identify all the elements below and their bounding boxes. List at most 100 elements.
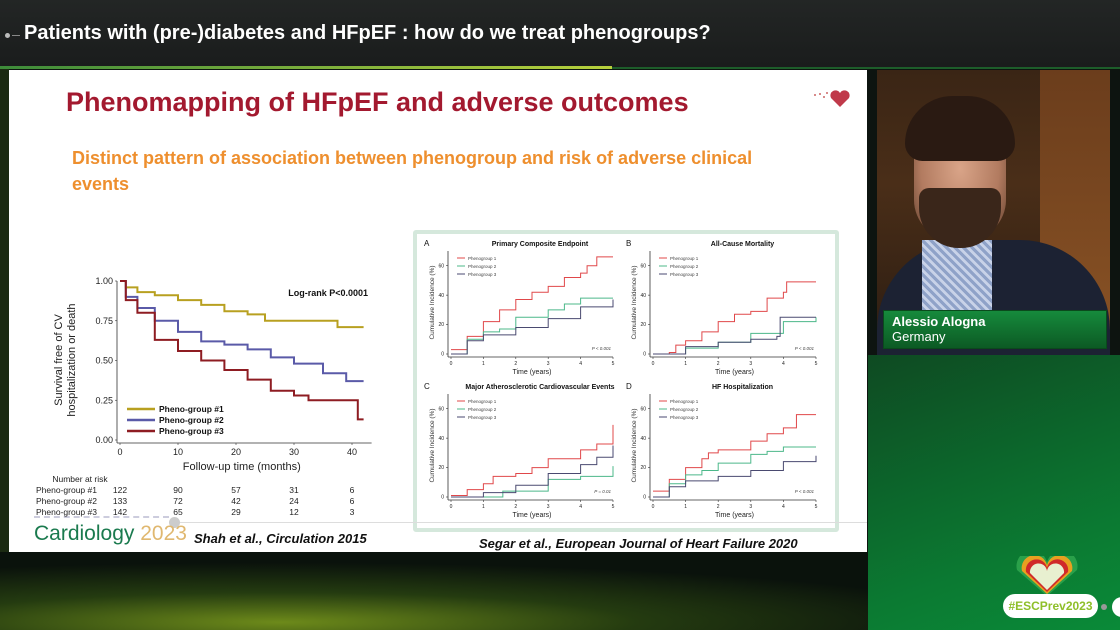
- series-line-1: [120, 280, 364, 329]
- series-line-1: [451, 256, 613, 351]
- legend-label: Pheno-group #3: [159, 426, 224, 436]
- x-axis-label: Time (years): [512, 369, 551, 376]
- y-tick-label: 20: [438, 322, 444, 328]
- x-tick-label: 0: [652, 504, 655, 510]
- legend-label: Phenogroup 3: [670, 415, 699, 420]
- risk-row-label: Pheno-group #1: [36, 485, 97, 495]
- risk-value: 3: [350, 507, 355, 517]
- cardiology-logo-text: Cardiology: [34, 522, 135, 545]
- y-tick-label: 40: [640, 293, 646, 299]
- x-axis-label: Time (years): [715, 512, 754, 519]
- panel-letter: B: [626, 239, 631, 248]
- hashtag-pill: [1112, 597, 1120, 617]
- x-tick-label: 0: [450, 361, 453, 367]
- risk-value: 24: [289, 496, 299, 506]
- x-tick-label: 4: [782, 504, 785, 510]
- x-axis-label: Time (years): [512, 512, 551, 519]
- citation-right: Segar et al., European Journal of Heart …: [479, 536, 798, 551]
- progress-line: [0, 66, 612, 69]
- annotation: P < 0.001: [795, 489, 815, 494]
- panel-letter: C: [424, 382, 430, 391]
- x-tick-label: 2: [514, 361, 517, 367]
- legend-label: Pheno-group #1: [159, 404, 224, 414]
- chart-D: 0 1 2 3 4 5 0 20 40 60 Time (years) Cumulative Inci…: [626, 382, 818, 519]
- x-tick-label: 5: [815, 504, 818, 510]
- x-tick-label: 2: [717, 504, 720, 510]
- series-line-1: [653, 414, 816, 492]
- x-tick-label: 0: [450, 504, 453, 510]
- x-axis-label: Follow-up time (months): [183, 461, 301, 473]
- event-hashtag: #ESCPrev2023: [1003, 594, 1098, 618]
- y-tick-label: 60: [438, 406, 444, 412]
- km-y-axis-label: Survival free of CV hospitalization or d…: [53, 303, 78, 417]
- risk-table-title: Number at risk: [52, 474, 108, 484]
- risk-row-label: Pheno-group #3: [36, 507, 97, 517]
- legend-label: Phenogroup 1: [670, 399, 699, 404]
- y-tick-label: 60: [640, 406, 646, 412]
- y-tick-label: 0.25: [95, 395, 113, 405]
- cardiology-logo: Cardiology 2023: [34, 522, 187, 546]
- risk-value: 133: [113, 496, 127, 506]
- risk-value: 142: [113, 507, 127, 517]
- chart-C: 0 1 2 3 4 5 0 20 40 60 Time (years) Cumulative Inci…: [424, 382, 615, 519]
- y-tick-label: 20: [640, 322, 646, 328]
- bullet-dash: [12, 35, 20, 36]
- x-tick-label: 2: [717, 361, 720, 367]
- risk-value: 122: [113, 485, 127, 495]
- footer-dashes: [34, 516, 169, 521]
- y-axis-label: Cumulative Incidence (%): [429, 265, 436, 339]
- presentation-slide: Phenomapping of HFpEF and adverse outcom…: [9, 70, 867, 552]
- panel-title: All-Cause Mortality: [711, 241, 775, 248]
- legend-label: Phenogroup 3: [468, 415, 497, 420]
- x-tick-label: 20: [231, 447, 241, 457]
- series-line-2: [451, 466, 614, 498]
- risk-value: 31: [289, 485, 299, 495]
- annotation: P < 0.001: [795, 346, 815, 351]
- panel-title: HF Hospitalization: [712, 384, 773, 391]
- panel-title: Primary Composite Endpoint: [492, 241, 589, 248]
- risk-value: 57: [231, 485, 241, 495]
- legend-label: Phenogroup 2: [670, 264, 699, 269]
- legend-label: Phenogroup 2: [468, 407, 497, 412]
- y-tick-label: 0.50: [95, 356, 113, 366]
- footer-knob: [169, 517, 180, 528]
- risk-value: 12: [289, 507, 299, 517]
- y-tick-label: 40: [438, 436, 444, 442]
- chart-B: 0 1 2 3 4 5 0 20 40 60 Time (years) Cumulative Inci…: [626, 239, 818, 376]
- risk-value: 72: [173, 496, 183, 506]
- y-tick-label: 0: [441, 495, 444, 501]
- annotation: Log-rank P<0.0001: [288, 288, 368, 298]
- legend-label: Phenogroup 1: [468, 256, 497, 261]
- risk-row-label: Pheno-group #2: [36, 496, 97, 506]
- x-tick-label: 0: [652, 361, 655, 367]
- series-line-2: [451, 297, 613, 355]
- legend-label: Phenogroup 3: [670, 272, 699, 277]
- legend-label: Phenogroup 2: [670, 407, 699, 412]
- annotation: P < 0.001: [592, 346, 612, 351]
- x-tick-label: 2: [514, 504, 517, 510]
- risk-value: 29: [231, 507, 241, 517]
- esc-heart-logo-icon: [1016, 556, 1078, 596]
- heart-logo-icon: [814, 90, 850, 107]
- series-line-2: [653, 446, 816, 498]
- x-tick-label: 4: [579, 504, 582, 510]
- risk-value: 42: [231, 496, 241, 506]
- x-tick-label: 1: [684, 504, 687, 510]
- series-line-1: [653, 281, 816, 355]
- speaker-nameplate: Alessio Alogna Germany: [883, 310, 1107, 349]
- legend-label: Phenogroup 1: [670, 256, 699, 261]
- x-tick-label: 40: [347, 447, 357, 457]
- background: [0, 69, 9, 552]
- speaker-video: [877, 70, 1110, 355]
- y-tick-label: 60: [640, 263, 646, 269]
- x-tick-label: 1: [684, 361, 687, 367]
- series-line-3: [120, 280, 364, 421]
- x-tick-label: 3: [547, 361, 550, 367]
- figure-frame: [413, 230, 839, 532]
- x-tick-label: 5: [612, 361, 615, 367]
- y-tick-label: 0: [643, 495, 646, 501]
- y-tick-label: 20: [438, 465, 444, 471]
- y-axis-label: Cumulative Incidence (%): [631, 265, 638, 339]
- series-line-3: [653, 316, 816, 355]
- y-tick-label: 0: [441, 352, 444, 358]
